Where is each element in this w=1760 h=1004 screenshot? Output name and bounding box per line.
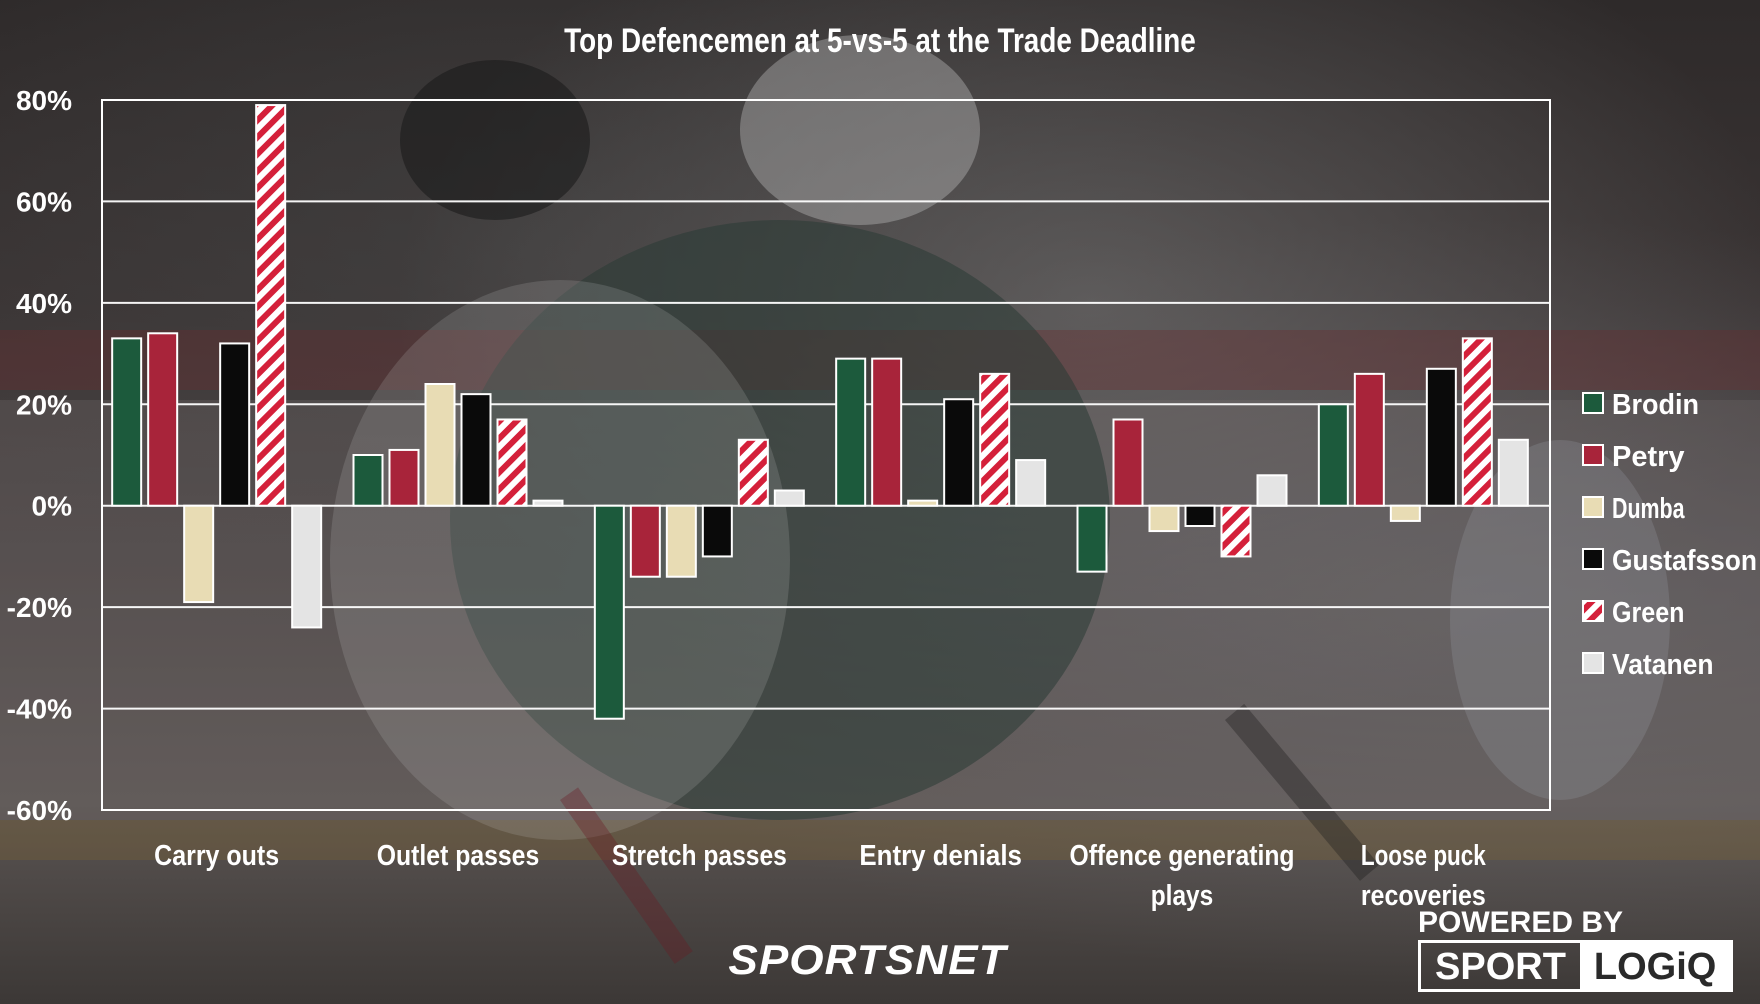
bar-gustafsson-2 xyxy=(460,393,492,507)
sportlogiq-logo: SPORT LOGiQ xyxy=(1418,940,1734,992)
x-category-label: recoveries xyxy=(1361,880,1486,912)
bar-gustafsson-3 xyxy=(701,504,733,558)
legend-label-dumba: Dumba xyxy=(1612,493,1685,525)
bar-green-2 xyxy=(496,418,528,507)
bar-dumba-1 xyxy=(183,504,215,604)
bar-dumba-4 xyxy=(907,499,939,507)
bar-gustafsson-1 xyxy=(219,342,251,507)
bar-green-6 xyxy=(1461,337,1493,507)
bar-green-5 xyxy=(1220,504,1252,558)
x-category-label: Loose puck xyxy=(1361,840,1487,872)
y-tick-label: -60% xyxy=(7,795,72,826)
x-category-label: Stretch passes xyxy=(612,840,787,872)
x-category-label: Outlet passes xyxy=(377,840,540,872)
bar-dumba-3 xyxy=(665,504,697,578)
bar-dumba-5 xyxy=(1148,504,1180,533)
sportlogiq-logo-sport: SPORT xyxy=(1435,946,1566,988)
bar-petry-6 xyxy=(1353,372,1385,507)
bar-vatanen-2 xyxy=(532,499,564,507)
legend-label-vatanen: Vatanen xyxy=(1612,649,1714,681)
bar-green-4 xyxy=(979,372,1011,507)
bar-petry-1 xyxy=(147,332,179,507)
bar-vatanen-6 xyxy=(1497,438,1529,507)
legend-swatch-gustafsson xyxy=(1582,548,1604,570)
sportsnet-logo: SPORTSNET xyxy=(728,936,1007,983)
legend-swatch-green xyxy=(1582,600,1604,622)
x-category-label: plays xyxy=(1151,880,1214,912)
y-tick-label: 80% xyxy=(16,85,72,116)
bar-gustafsson-5 xyxy=(1184,504,1216,528)
bar-green-3 xyxy=(737,438,769,507)
bar-gustafsson-4 xyxy=(943,398,975,507)
sportlogiq-logo-logiq: LOGiQ xyxy=(1579,943,1731,989)
legend-swatch-vatanen xyxy=(1582,652,1604,674)
legend-label-petry: Petry xyxy=(1612,441,1685,473)
y-tick-label: 60% xyxy=(16,186,72,217)
bar-gustafsson-6 xyxy=(1425,367,1457,507)
bar-petry-5 xyxy=(1112,418,1144,507)
x-category-label: Offence generating xyxy=(1070,840,1295,872)
legend-label-gustafsson: Gustafsson xyxy=(1612,545,1757,577)
legend-swatch-dumba xyxy=(1582,496,1604,518)
x-category-label: Entry denials xyxy=(859,840,1022,872)
bar-petry-4 xyxy=(871,357,903,507)
y-tick-label: -20% xyxy=(7,592,72,623)
bar-brodin-5 xyxy=(1076,504,1108,573)
bar-petry-2 xyxy=(388,448,420,507)
legend-swatch-brodin xyxy=(1582,392,1604,414)
bar-brodin-1 xyxy=(111,337,143,507)
bar-vatanen-5 xyxy=(1256,474,1288,507)
bar-green-1 xyxy=(255,104,287,507)
powered-by-label: POWERED BY xyxy=(1418,906,1624,939)
chart-title: Top Defencemen at 5-vs-5 at the Trade De… xyxy=(564,22,1196,60)
legend-label-green: Green xyxy=(1612,597,1685,629)
y-tick-label: 40% xyxy=(16,288,72,319)
y-tick-label: 20% xyxy=(16,389,72,420)
bar-vatanen-1 xyxy=(291,504,323,629)
y-tick-label: 0% xyxy=(32,491,73,522)
bar-vatanen-3 xyxy=(773,489,805,507)
bar-brodin-4 xyxy=(835,357,867,507)
bar-brodin-3 xyxy=(593,504,625,720)
bar-brodin-2 xyxy=(352,454,384,507)
legend-label-brodin: Brodin xyxy=(1612,389,1699,421)
bar-dumba-6 xyxy=(1389,504,1421,522)
bar-petry-3 xyxy=(629,504,661,578)
bar-brodin-6 xyxy=(1317,403,1349,507)
y-tick-label: -40% xyxy=(7,694,72,725)
bar-dumba-2 xyxy=(424,383,456,507)
x-category-label: Carry outs xyxy=(154,840,279,872)
legend-swatch-petry xyxy=(1582,444,1604,466)
bar-vatanen-4 xyxy=(1015,459,1047,507)
